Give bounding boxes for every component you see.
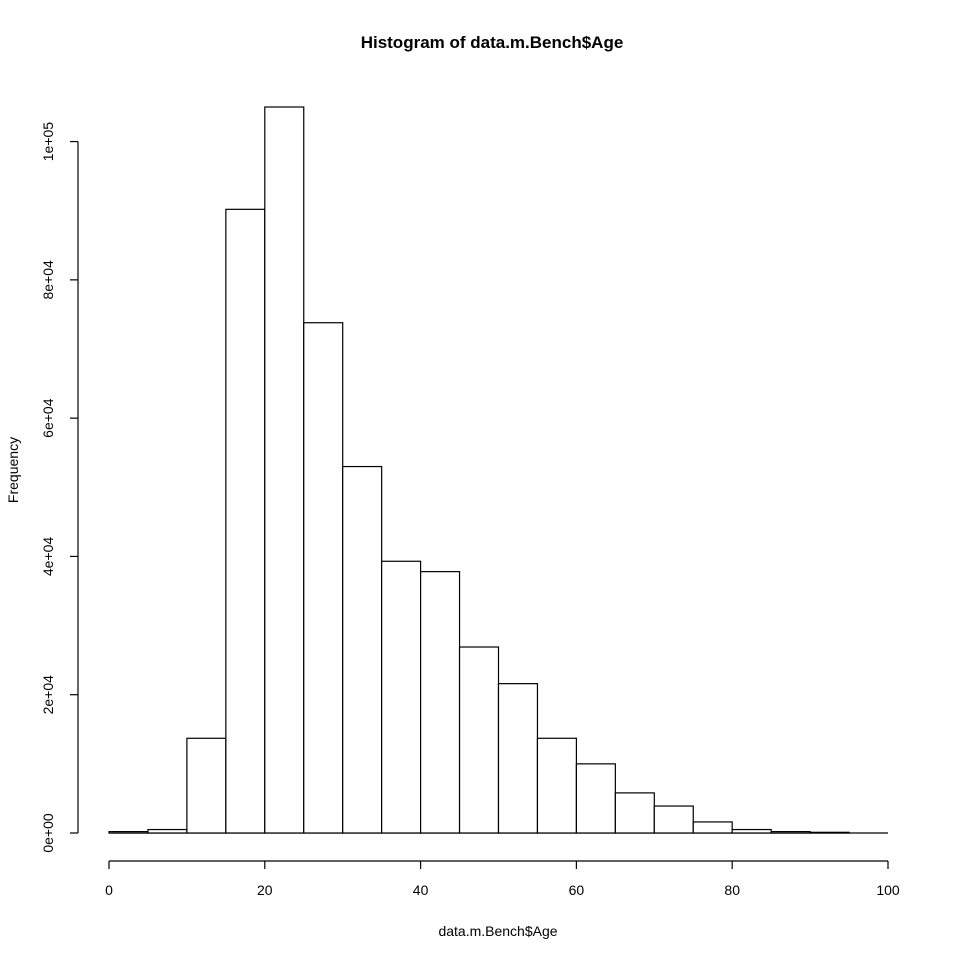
x-tick-label: 60 [569,882,585,898]
x-axis-label: data.m.Bench$Age [438,923,557,939]
histogram-bar [575,763,616,834]
bars-group [108,106,888,834]
histogram-bar [147,828,188,834]
histogram-bar [225,208,266,834]
x-tick-label: 20 [257,882,273,898]
histogram-bar [536,737,578,834]
x-tick-label: 80 [724,882,740,898]
histogram-bar [381,560,422,834]
histogram-bar [770,831,811,834]
y-tick-label: 8e+04 [40,260,56,300]
chart-title: Histogram of data.m.Bench$Age [361,33,624,52]
histogram-bar [497,683,539,834]
y-tick-label: 4e+04 [40,537,56,577]
x-tick-label: 100 [876,882,900,898]
y-tick-label: 0e+00 [40,813,56,853]
y-tick-label: 6e+04 [40,398,56,438]
histogram-bar [303,322,344,834]
x-tick-label: 40 [413,882,429,898]
y-axis-label: Frequency [5,437,21,503]
histogram-bar [614,792,655,834]
y-tick-label: 2e+04 [40,675,56,715]
histogram-bar [264,106,305,834]
histogram-bar [108,831,149,834]
x-axis: 0 20 40 60 80 100 [105,860,900,898]
histogram-bar [186,737,227,834]
x-tick-label: 0 [105,882,113,898]
y-axis: 0e+00 2e+04 4e+04 6e+04 8e+04 1e+05 [40,122,79,853]
histogram-bar [731,828,772,834]
histogram-bar [458,646,500,834]
histogram-bar [692,821,733,834]
histogram-bar [342,465,383,834]
y-tick-label: 1e+05 [40,122,56,162]
histogram-bar [809,831,850,834]
histogram-bar [653,805,694,834]
histogram-bar [420,571,461,834]
